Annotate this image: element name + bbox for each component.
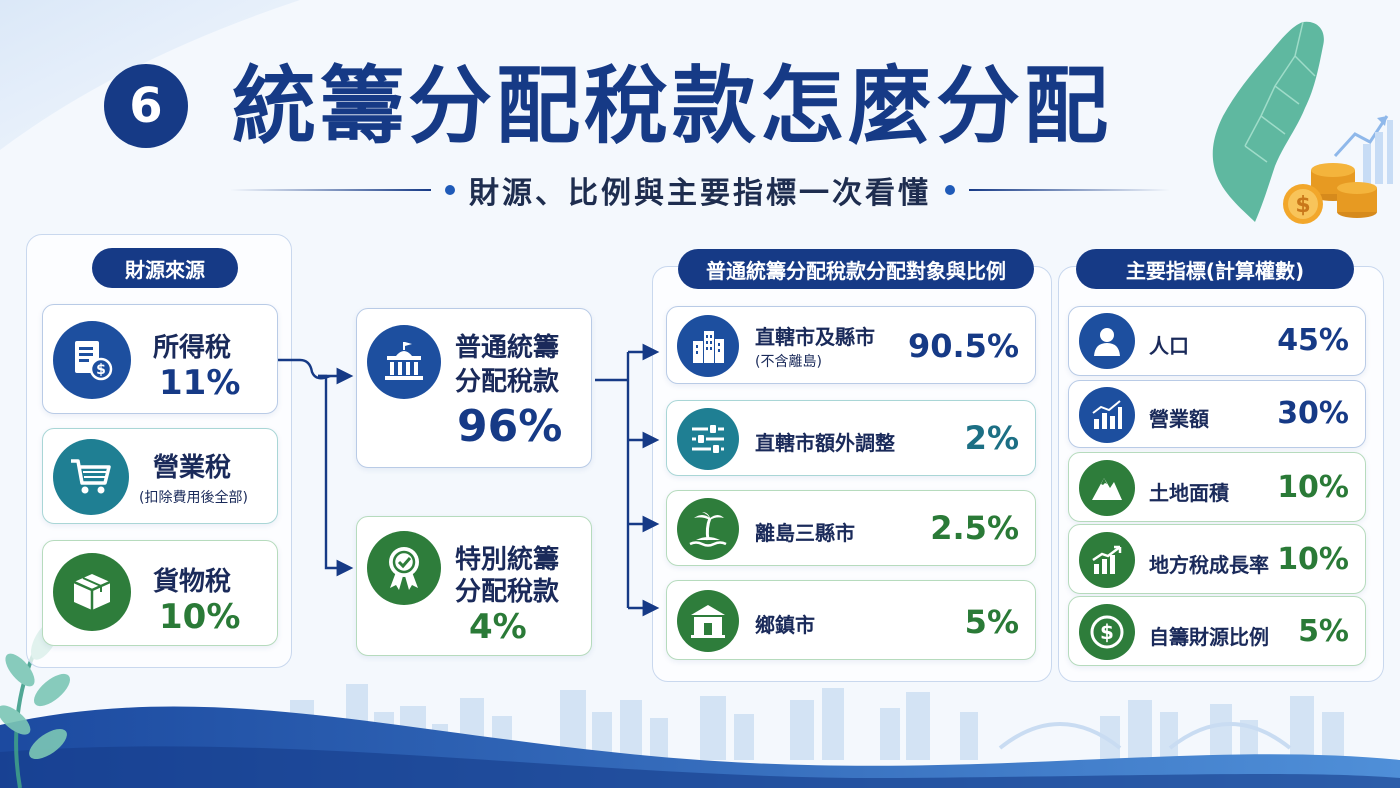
allocation-card-cities-counties: 直轄市及縣市 (不含離島) 90.5% <box>666 306 1036 384</box>
special-fund-card: 特別統籌 分配稅款 4% <box>356 516 592 656</box>
allocation-value: 2.5% <box>930 509 1019 547</box>
allocation-panel-title: 普通統籌分配稅款分配對象與比例 <box>678 249 1034 289</box>
dollar-coin-icon: $ <box>1079 604 1135 660</box>
island-palm-icon <box>677 498 739 560</box>
town-hall-icon <box>677 590 739 652</box>
indicator-value: 5% <box>1298 614 1349 649</box>
indicator-name: 地方稅成長率 <box>1149 553 1269 577</box>
source-name: 營業稅 <box>153 453 232 483</box>
source-name: 所得稅 <box>153 333 232 363</box>
subtitle-dot-right <box>945 185 955 195</box>
subtitle-divider-right <box>969 189 1170 191</box>
svg-text:$: $ <box>1295 193 1310 218</box>
indicator-card-population: 人口 45% <box>1068 306 1366 376</box>
tax-document-icon: $ <box>53 321 131 399</box>
award-badge-icon <box>367 531 441 605</box>
special-fund-value: 4% <box>469 607 527 647</box>
allocation-name: 直轄市及縣市 <box>755 325 875 349</box>
svg-text:$: $ <box>96 362 106 378</box>
allocation-value: 90.5% <box>907 327 1019 365</box>
source-card-commodity-tax: 貨物稅 10% <box>42 540 278 646</box>
indicator-value: 10% <box>1277 470 1349 505</box>
indicator-name: 土地面積 <box>1149 481 1229 505</box>
allocation-value: 2% <box>964 419 1019 457</box>
section-number-badge: 6 <box>104 64 188 148</box>
indicator-card-local-tax-growth: 地方稅成長率 10% <box>1068 524 1366 594</box>
allocation-name: 鄉鎮市 <box>755 613 815 637</box>
subtitle-row: 財源、比例與主要指標一次看懂 <box>230 170 1170 211</box>
source-value: 10% <box>159 597 241 637</box>
general-fund-label-line1: 普通統籌 <box>455 333 560 363</box>
box-icon <box>53 553 131 631</box>
indicator-name: 自籌財源比例 <box>1149 625 1269 649</box>
subtitle-dot-left <box>445 185 455 195</box>
subtitle-divider-left <box>230 189 431 191</box>
special-fund-label-line1: 特別統籌 <box>455 545 560 575</box>
growth-chart-icon <box>1079 532 1135 588</box>
source-card-business-tax: 營業稅 (扣除費用後全部) <box>42 428 278 524</box>
allocation-note: (不含離島) <box>755 354 822 370</box>
indicator-card-revenue: 營業額 30% <box>1068 380 1366 448</box>
government-building-icon <box>367 325 441 399</box>
general-fund-label-line2: 分配稅款 <box>455 367 560 397</box>
source-name: 貨物稅 <box>153 567 232 597</box>
allocation-value: 5% <box>964 603 1019 641</box>
bar-chart-icon <box>1079 387 1135 443</box>
page-subtitle: 財源、比例與主要指標一次看懂 <box>469 176 931 211</box>
sliders-icon <box>677 408 739 470</box>
page-title: 統籌分配稅款怎麼分配 <box>232 57 1113 155</box>
indicator-name: 人口 <box>1149 334 1189 358</box>
indicator-value: 30% <box>1277 396 1349 431</box>
special-fund-label-line2: 分配稅款 <box>455 577 560 607</box>
source-value: 11% <box>159 363 241 403</box>
allocation-card-municipal-adjustment: 直轄市額外調整 2% <box>666 400 1036 476</box>
mountain-icon <box>1079 460 1135 516</box>
svg-text:$: $ <box>1100 620 1114 644</box>
city-buildings-icon <box>677 315 739 377</box>
shopping-cart-icon <box>53 439 129 515</box>
general-fund-card: 普通統籌 分配稅款 96% <box>356 308 592 468</box>
allocation-name: 直轄市額外調整 <box>755 431 895 455</box>
person-icon <box>1079 313 1135 369</box>
source-card-income-tax: $ 所得稅 11% <box>42 304 278 414</box>
indicator-value: 45% <box>1277 323 1349 358</box>
indicator-name: 營業額 <box>1149 407 1209 431</box>
indicator-value: 10% <box>1277 542 1349 577</box>
general-fund-value: 96% <box>457 401 563 452</box>
allocation-name: 離島三縣市 <box>755 521 855 545</box>
allocation-card-offshore-counties: 離島三縣市 2.5% <box>666 490 1036 566</box>
taiwan-map-coins-illustration: $ <box>1212 21 1393 224</box>
allocation-card-townships: 鄉鎮市 5% <box>666 580 1036 660</box>
sources-panel-title: 財源來源 <box>92 248 238 288</box>
indicator-card-self-financing: $ 自籌財源比例 5% <box>1068 596 1366 666</box>
indicator-card-land-area: 土地面積 10% <box>1068 452 1366 522</box>
indicators-panel-title: 主要指標(計算權數) <box>1076 249 1354 289</box>
source-note: (扣除費用後全部) <box>139 490 248 506</box>
